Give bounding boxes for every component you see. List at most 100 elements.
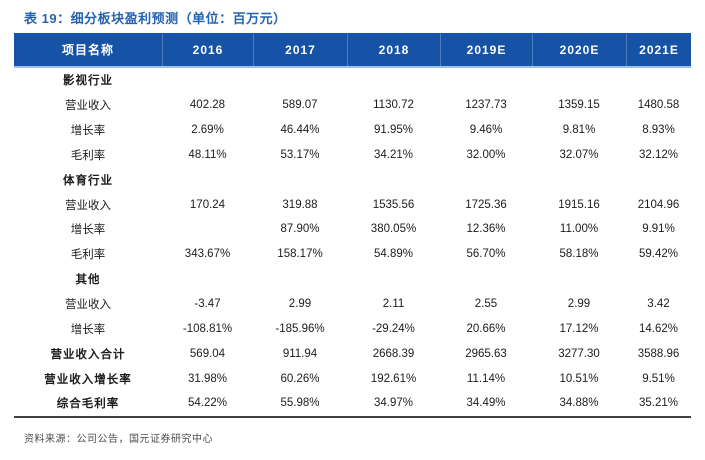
table-row: 影视行业 bbox=[14, 68, 691, 93]
cell-value: 53.17% bbox=[280, 148, 320, 161]
cell-value: 2.99 bbox=[567, 298, 591, 311]
cell-value: 1915.16 bbox=[558, 198, 600, 211]
cell-value: 2104.96 bbox=[637, 198, 680, 211]
cell-value: 11.14% bbox=[466, 372, 506, 385]
cell-value: 2.55 bbox=[474, 298, 498, 311]
cell-value: 60.26% bbox=[280, 372, 320, 385]
cell-value: 3.42 bbox=[647, 298, 670, 311]
cell-value: 87.90% bbox=[280, 223, 320, 236]
cell-value: 46.44% bbox=[280, 124, 320, 137]
cell-value: -108.81% bbox=[182, 322, 233, 335]
row-label: 营业收入 bbox=[65, 299, 111, 312]
cell-value: 589.07 bbox=[282, 99, 318, 112]
cell-value: -3.47 bbox=[194, 298, 221, 311]
cell-value: 2.69% bbox=[191, 124, 224, 137]
table-row: 增长率 87.90% 380.05% 12.36% 11.00% 9.91% bbox=[14, 217, 691, 242]
cell-value: 2.99 bbox=[288, 298, 312, 311]
cell-value: 9.81% bbox=[562, 124, 596, 137]
row-label: 增长率 bbox=[70, 323, 106, 336]
table-row: 综合毛利率 54.22% 55.98% 34.97% 34.49% 34.88% 35.21… bbox=[14, 390, 691, 416]
row-label: 毛利率 bbox=[70, 249, 106, 262]
cell-value: 31.98% bbox=[187, 372, 227, 385]
column-header-year: 2016 bbox=[162, 33, 253, 66]
cell-value: -29.24% bbox=[372, 322, 415, 335]
cell-value: 2668.39 bbox=[372, 347, 415, 360]
row-label: 增长率 bbox=[70, 125, 106, 138]
cell-value: 56.70% bbox=[466, 248, 506, 261]
row-label: 毛利率 bbox=[70, 149, 106, 162]
source-note: 资料来源：公司公告，国元证券研究中心 bbox=[24, 433, 213, 445]
table-row: 毛利率 343.67% 158.17% 54.89% 56.70% 58.18% 59.42… bbox=[14, 241, 691, 267]
cell-value: 2.11 bbox=[382, 298, 405, 311]
cell-value: 12.36% bbox=[466, 223, 506, 236]
row-label: 营业收入合计 bbox=[50, 348, 126, 361]
cell-value: 58.18% bbox=[559, 248, 599, 261]
cell-value: 32.12% bbox=[638, 148, 678, 161]
table-row: 营业收入 -3.47 2.99 2.11 2.55 2.99 3.42 bbox=[14, 291, 691, 317]
cell-value: -185.96% bbox=[275, 322, 325, 335]
column-header-year: 2019E bbox=[440, 33, 532, 66]
cell-value: 34.97% bbox=[373, 397, 413, 410]
column-header-year: 2017 bbox=[253, 33, 347, 66]
table-row: 增长率 -108.81% -185.96% -29.24% 20.66% 17.12% 14… bbox=[14, 316, 691, 342]
cell-value: 170.24 bbox=[189, 198, 226, 211]
cell-value: 9.46% bbox=[469, 124, 503, 137]
row-label: 综合毛利率 bbox=[56, 398, 120, 411]
cell-value: 380.05% bbox=[370, 223, 417, 236]
cell-value: 402.28 bbox=[189, 99, 226, 112]
cell-value: 1725.36 bbox=[465, 198, 507, 211]
cell-value: 91.95% bbox=[373, 124, 413, 137]
table-row: 增长率 2.69% 46.44% 91.95% 9.46% 9.81% 8.93% bbox=[14, 117, 691, 143]
cell-value: 911.94 bbox=[282, 347, 318, 360]
table-body: 影视行业营业收入 402.28 589.07 1130.72 1237.73 1359.1… bbox=[14, 68, 691, 418]
column-header-year: 2018 bbox=[347, 33, 440, 66]
cell-value: 9.51% bbox=[642, 372, 675, 385]
cell-value: 48.11% bbox=[188, 148, 227, 161]
cell-value: 10.51% bbox=[559, 372, 599, 385]
table-row: 毛利率 48.11% 53.17% 34.21% 32.00% 32.07% 32.12% bbox=[14, 142, 691, 168]
cell-value: 8.93% bbox=[642, 124, 675, 137]
cell-value: 32.00% bbox=[466, 148, 506, 161]
cell-value: 34.49% bbox=[466, 397, 506, 410]
row-label: 营业收入 bbox=[65, 199, 111, 212]
cell-value: 158.17% bbox=[277, 248, 323, 261]
cell-value: 343.67% bbox=[184, 248, 231, 261]
column-header-year: 2020E bbox=[532, 33, 626, 66]
cell-value: 54.22% bbox=[187, 397, 227, 410]
cell-value: 32.07% bbox=[559, 148, 599, 161]
row-label: 增长率 bbox=[70, 224, 106, 237]
cell-value: 569.04 bbox=[189, 347, 226, 360]
row-label: 体育行业 bbox=[63, 174, 113, 187]
cell-value: 35.21% bbox=[638, 397, 678, 410]
cell-value: 1237.73 bbox=[465, 99, 507, 112]
cell-value: 20.66% bbox=[466, 322, 506, 335]
cell-value: 3277.30 bbox=[558, 347, 600, 360]
cell-value: 319.88 bbox=[282, 198, 318, 211]
table-row: 营业收入增长率 31.98% 60.26% 192.61% 11.14% 10.51% 9.… bbox=[14, 366, 691, 391]
table-row: 体育行业 bbox=[14, 167, 691, 193]
table-row: 其他 bbox=[14, 266, 691, 292]
table-title: 表 19：细分板块盈利预测（单位：百万元） bbox=[24, 11, 287, 26]
cell-value: 1130.72 bbox=[373, 99, 414, 112]
row-label: 营业收入 bbox=[65, 100, 111, 113]
forecast-table: 项目名称 2016 2017 2018 2019E 2020E 2021E 影视行业营业收入… bbox=[14, 33, 691, 418]
cell-value: 55.98% bbox=[280, 397, 320, 410]
table-row: 营业收入 402.28 589.07 1130.72 1237.73 1359.15 148… bbox=[14, 92, 691, 118]
cell-value: 14.62% bbox=[638, 322, 678, 335]
cell-value: 1480.58 bbox=[637, 99, 680, 112]
cell-value: 3588.96 bbox=[637, 347, 680, 360]
cell-value: 59.42% bbox=[638, 248, 678, 261]
row-label: 其他 bbox=[75, 274, 101, 287]
column-header-item-name: 项目名称 bbox=[61, 43, 114, 57]
column-header-year: 2021E bbox=[626, 33, 691, 66]
table-header-row: 项目名称 2016 2017 2018 2019E 2020E 2021E bbox=[14, 33, 691, 68]
cell-value: 11.00% bbox=[559, 223, 599, 236]
cell-value: 34.88% bbox=[559, 397, 599, 410]
row-label: 影视行业 bbox=[63, 75, 113, 88]
cell-value: 17.12% bbox=[559, 322, 599, 335]
row-label: 营业收入增长率 bbox=[44, 373, 132, 386]
cell-value: 1359.15 bbox=[558, 99, 600, 112]
cell-value: 9.91% bbox=[642, 223, 675, 236]
table-row: 营业收入合计 569.04 911.94 2668.39 2965.63 3277.30 3… bbox=[14, 341, 691, 367]
cell-value: 192.61% bbox=[370, 372, 417, 385]
